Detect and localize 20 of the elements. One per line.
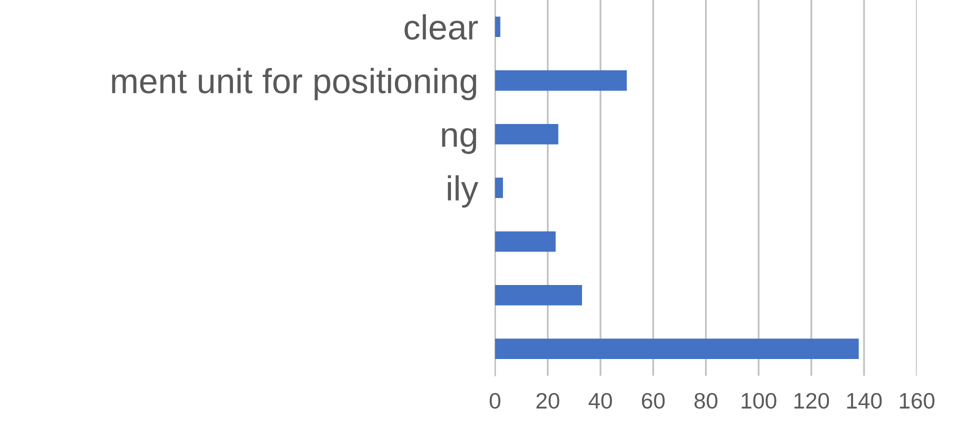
bar	[495, 284, 582, 306]
bar	[495, 70, 627, 91]
y-tick-label: ng	[442, 128, 476, 154]
x-tick-label: 20	[536, 392, 560, 409]
y-tick-label: ily	[448, 175, 478, 208]
bar	[495, 178, 503, 198]
y-tick-label: clear	[404, 14, 478, 40]
x-tick-label: 60	[642, 392, 665, 409]
x-tick-label: 100	[742, 392, 776, 409]
y-tick-label: ment unit for positioning	[112, 68, 476, 100]
x-tick-label: 160	[900, 392, 934, 409]
x-tick-label: 0	[490, 392, 500, 409]
x-tick-label: 140	[847, 392, 882, 409]
x-tick-label: 120	[794, 392, 829, 409]
x-tick-label: 40	[588, 392, 612, 409]
bar	[495, 338, 859, 360]
bar	[495, 124, 558, 144]
bar	[495, 16, 500, 38]
x-tick-label: 80	[694, 392, 718, 409]
bar	[495, 231, 556, 252]
